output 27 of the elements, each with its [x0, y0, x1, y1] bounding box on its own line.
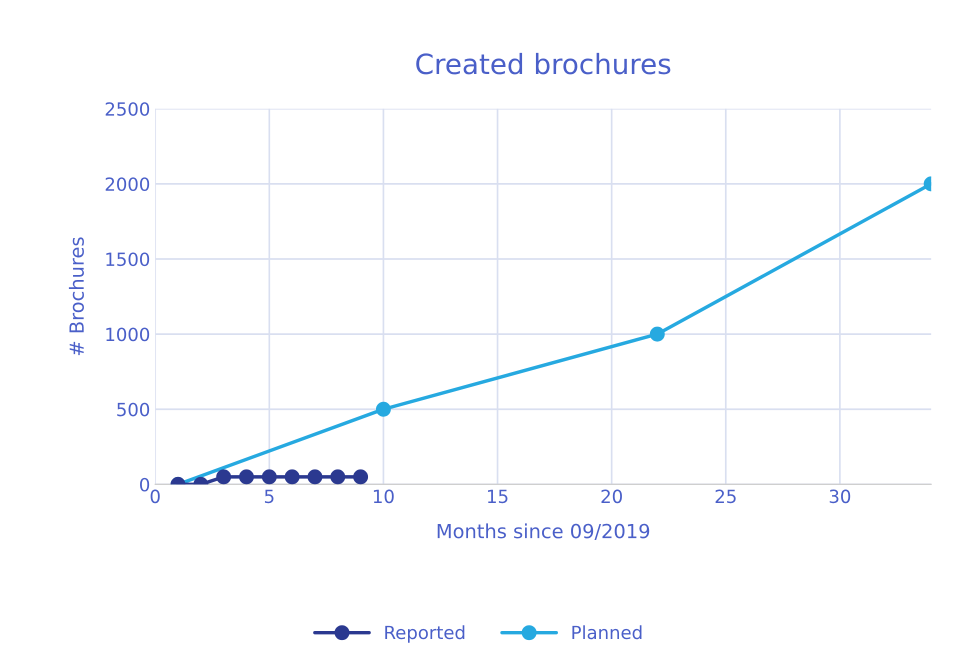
chart-title: Created brochures [416, 52, 670, 74]
legend-label: Reported [385, 625, 464, 643]
point [262, 469, 277, 484]
x-tick-label: 0 [150, 490, 160, 504]
y-tick-label: 2000 [106, 177, 150, 191]
y-axis-title: # Brochures [68, 237, 84, 356]
point [376, 402, 391, 417]
point [216, 469, 232, 484]
point [307, 469, 322, 484]
y-tick-label: 1000 [106, 328, 150, 342]
point [650, 326, 665, 342]
x-tick-label: 10 [374, 490, 394, 504]
y-tick-label: 500 [117, 402, 150, 416]
legend-label: Planned [572, 625, 642, 640]
y-tick-label: 1500 [106, 252, 150, 266]
x-tick-label: 5 [264, 490, 274, 504]
point [284, 469, 300, 484]
x-tick-label: 25 [716, 490, 736, 504]
point [330, 469, 346, 484]
x-axis-title: Months since 09/2019 [438, 523, 650, 540]
x-tick-label: 20 [601, 490, 622, 504]
x-tick-label: 30 [830, 490, 850, 504]
y-tick-label: 2500 [106, 102, 150, 116]
point [239, 469, 254, 484]
y-tick-label: 0 [140, 478, 150, 492]
x-tick-label: 15 [488, 490, 508, 504]
point [353, 469, 368, 484]
